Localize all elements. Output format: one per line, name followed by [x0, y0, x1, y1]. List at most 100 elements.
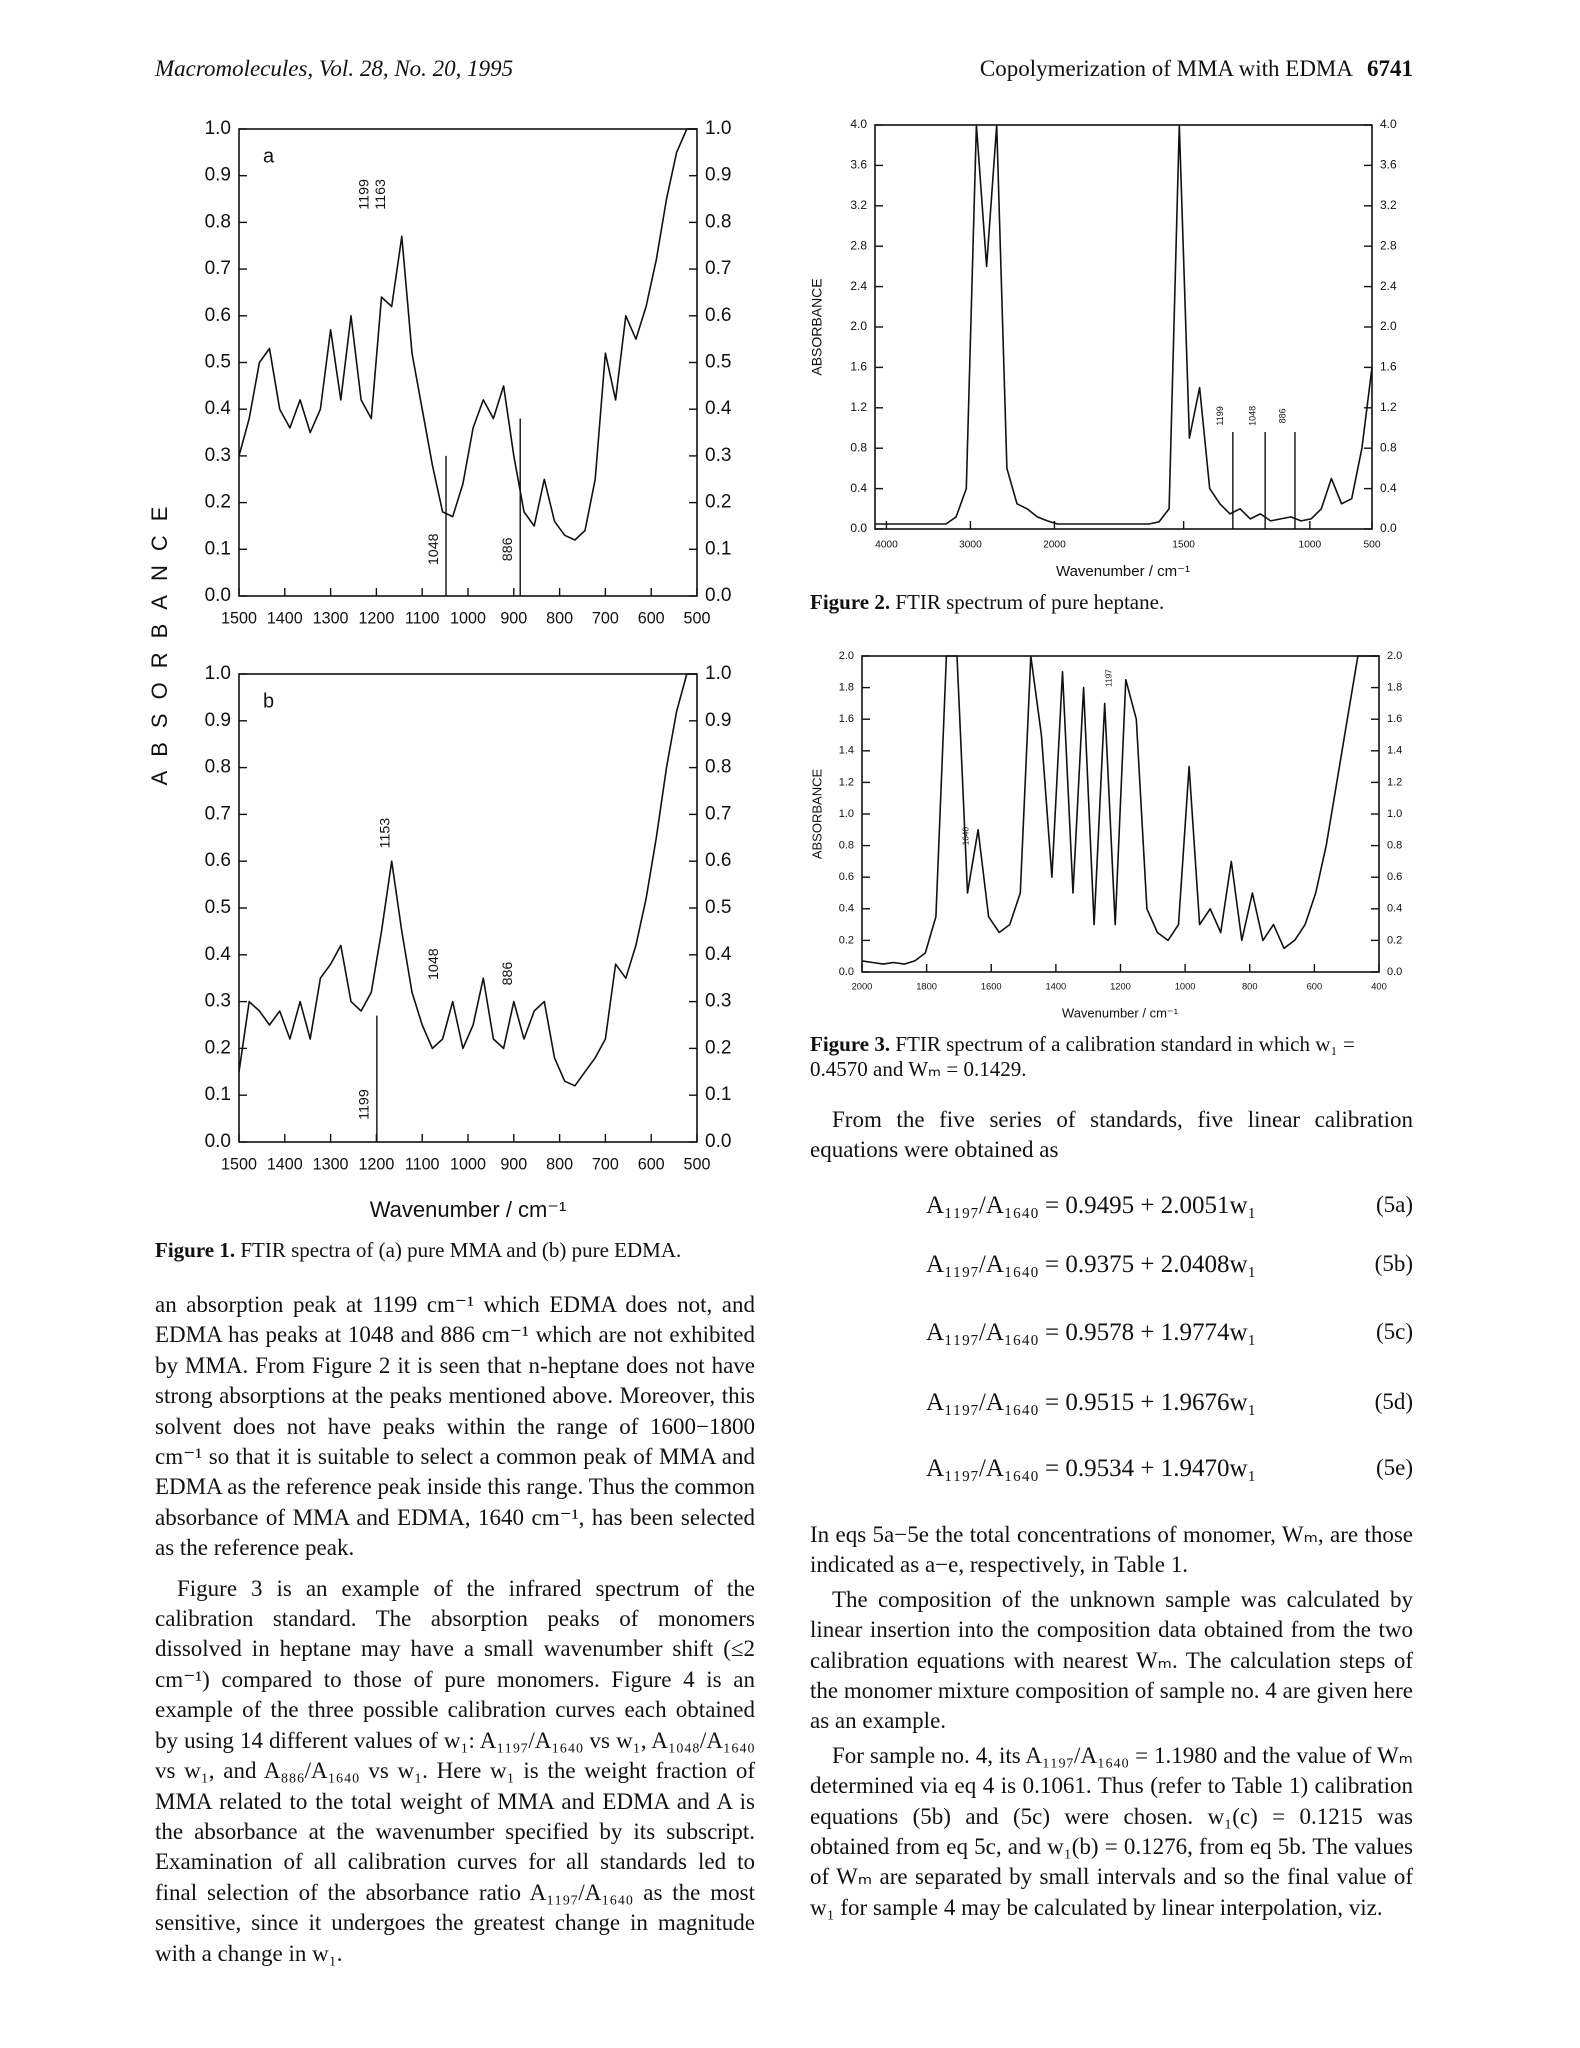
y-tick-label: 0.4 — [705, 944, 732, 965]
y-tick-label: 0.5 — [705, 352, 731, 373]
right-intro: From the five series of standards, five … — [810, 1105, 1413, 1170]
y-tick-label: 0.0 — [705, 1131, 731, 1152]
left-column: an absorption peak at 1199 cm⁻¹ which ED… — [155, 1290, 755, 1973]
x-tick-label: 600 — [638, 609, 665, 627]
panel-label: b — [263, 690, 274, 712]
y-tick-label: 2.0 — [1387, 650, 1402, 662]
y-tick-label: 0.2 — [205, 492, 231, 513]
plot-frame — [238, 673, 698, 1143]
y-tick-label: 1.0 — [205, 118, 231, 139]
x-tick-label: 800 — [546, 609, 573, 627]
x-tick-label: 1500 — [1172, 540, 1195, 551]
y-tick-label: 1.0 — [1387, 808, 1402, 820]
y-tick-label: 0.4 — [705, 398, 732, 419]
x-tick-label: 1200 — [358, 609, 394, 627]
x-tick-label: 900 — [500, 609, 527, 627]
y-tick-label: 0.1 — [205, 1084, 231, 1105]
x-tick-label: 400 — [1371, 981, 1387, 991]
y-tick-label: 0.7 — [705, 258, 731, 279]
y-tick-label: 0.8 — [205, 757, 231, 778]
y-tick-label: 0.4 — [839, 903, 854, 915]
y-tick-label: 1.6 — [839, 713, 854, 725]
y-tick-label: 0.1 — [705, 538, 731, 559]
y-tick-label: 0.8 — [705, 211, 731, 232]
figure-1-caption: Figure 1. FTIR spectra of (a) pure MMA a… — [155, 1238, 775, 1263]
y-tick-label: 1.8 — [1387, 682, 1402, 694]
equation-number: (5e) — [1375, 1455, 1413, 1480]
y-tick-label: 0.1 — [205, 538, 231, 559]
y-tick-label: 3.2 — [1380, 198, 1397, 212]
x-tick-label: 1400 — [267, 1155, 303, 1173]
y-tick-label: 0.0 — [705, 585, 731, 606]
y-tick-label: 0.2 — [705, 492, 731, 513]
running-title: Copolymerization of MMA with EDMA — [979, 56, 1353, 81]
y-tick-label: 3.6 — [1380, 158, 1397, 172]
y-tick-label: 0.5 — [205, 352, 231, 373]
paragraph: The composition of the unknown sample wa… — [810, 1586, 1413, 1734]
y-axis-label: ABSORBANCE — [809, 278, 825, 375]
y-tick-label: 0.8 — [705, 757, 731, 778]
paragraph: In eqs 5a−5e the total concentrations of… — [810, 1522, 1413, 1578]
y-tick-label: 0.4 — [205, 398, 232, 419]
caption-text: FTIR spectrum of a calibration standard … — [810, 1032, 1355, 1081]
y-tick-label: 2.0 — [850, 319, 867, 333]
y-tick-label: 1.0 — [839, 808, 854, 820]
y-tick-label: 0.0 — [1380, 521, 1397, 535]
equation: A₁₁₉₇/A₁₆₄₀ = 0.9495 + 2.0051w₁ — [926, 1192, 1257, 1219]
y-tick-label: 0.9 — [205, 710, 231, 731]
x-tick-label: 1300 — [313, 609, 349, 627]
spectrum — [861, 655, 1379, 965]
peak-label: 1199 — [357, 1089, 373, 1120]
y-tick-label: 1.6 — [1380, 360, 1397, 374]
x-axis-label: Wavenumber / cm⁻¹ — [370, 1197, 567, 1222]
y-tick-label: 1.0 — [205, 663, 231, 684]
x-tick-label: 2000 — [1043, 540, 1066, 551]
x-tick-label: 2000 — [852, 981, 873, 991]
y-axis-label: ABSORBANCE — [809, 769, 824, 860]
peak-label: 1048 — [1248, 406, 1258, 426]
y-tick-label: 0.6 — [839, 871, 854, 883]
paragraph: Figure 3 is an example of the infrared s… — [155, 1575, 755, 1966]
y-tick-label: 0.4 — [1387, 903, 1402, 915]
y-tick-label: 4.0 — [850, 117, 867, 131]
y-tick-label: 0.8 — [205, 211, 231, 232]
y-tick-label: 0.0 — [850, 521, 867, 535]
plot-frame — [874, 124, 1373, 530]
y-tick-label: 0.7 — [205, 803, 231, 824]
peak-label: 886 — [1277, 408, 1287, 423]
y-tick-label: 0.9 — [205, 165, 231, 186]
y-tick-label: 0.7 — [205, 258, 231, 279]
y-tick-label: 0.3 — [205, 445, 231, 466]
x-tick-label: 800 — [1242, 981, 1258, 991]
y-tick-label: 3.2 — [850, 198, 867, 212]
figure-3-caption: Figure 3. FTIR spectrum of a calibration… — [810, 1032, 1413, 1082]
y-tick-label: 2.4 — [850, 279, 867, 293]
y-tick-label: 0.8 — [850, 440, 867, 454]
y-tick-label: 0.5 — [705, 897, 731, 918]
caption-label: Figure 3. — [810, 1032, 891, 1056]
x-tick-label: 500 — [1364, 540, 1381, 551]
right-column: In eqs 5a−5e the total concentrations of… — [810, 1520, 1413, 1927]
peak-label: 1197 — [1105, 669, 1114, 687]
caption-label: Figure 2. — [810, 590, 891, 614]
figure-2-caption: Figure 2. FTIR spectrum of pure heptane. — [810, 590, 1413, 615]
x-tick-label: 800 — [546, 1155, 573, 1173]
x-tick-label: 1000 — [1175, 981, 1196, 991]
x-tick-label: 1100 — [405, 609, 440, 627]
y-tick-label: 1.6 — [850, 360, 867, 374]
peak-label: 886 — [500, 537, 516, 561]
y-tick-label: 1.0 — [705, 118, 731, 139]
y-tick-label: 0.2 — [705, 1037, 731, 1058]
peak-label: 1199 — [1215, 406, 1225, 425]
y-tick-label: 0.6 — [205, 850, 231, 871]
y-tick-label: 2.0 — [1380, 319, 1397, 333]
y-tick-label: 2.8 — [1380, 238, 1397, 252]
x-tick-label: 1200 — [1110, 981, 1131, 991]
equation-number: (5c) — [1375, 1319, 1413, 1344]
x-tick-label: 1300 — [313, 1155, 349, 1173]
y-tick-label: 0.8 — [1380, 440, 1397, 454]
y-tick-label: 1.8 — [839, 682, 854, 694]
y-tick-label: 3.6 — [850, 158, 867, 172]
y-tick-label: 0.3 — [705, 445, 731, 466]
peak-label: 1640 — [961, 827, 970, 846]
